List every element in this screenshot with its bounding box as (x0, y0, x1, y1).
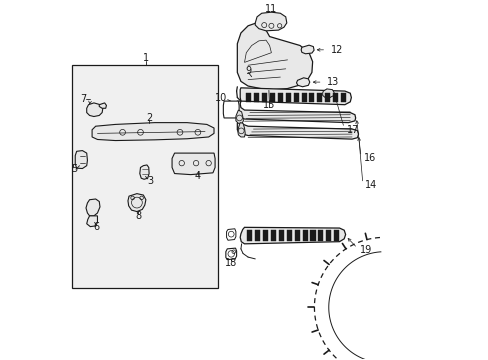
Text: 4: 4 (194, 171, 201, 181)
Text: 6: 6 (93, 222, 99, 232)
Bar (286, 230, 291, 241)
Bar (277, 93, 282, 102)
Bar (293, 93, 298, 102)
Text: 5: 5 (72, 164, 78, 174)
Text: 15: 15 (263, 100, 275, 111)
Polygon shape (140, 165, 149, 179)
Bar (325, 230, 330, 241)
Text: 1: 1 (142, 53, 149, 63)
Bar (263, 230, 267, 241)
Bar (325, 93, 329, 102)
Polygon shape (172, 153, 215, 175)
Polygon shape (255, 12, 286, 31)
Text: 10: 10 (215, 93, 227, 103)
Text: 18: 18 (224, 258, 237, 268)
Bar (294, 230, 299, 241)
Bar (333, 230, 339, 241)
Bar (317, 93, 322, 102)
Polygon shape (322, 89, 333, 98)
Polygon shape (86, 216, 97, 226)
Polygon shape (237, 118, 358, 139)
Bar (332, 93, 337, 102)
Text: 19: 19 (359, 244, 371, 255)
Bar (262, 93, 266, 102)
Bar (310, 230, 315, 241)
Bar (269, 93, 274, 102)
Polygon shape (92, 123, 214, 140)
Bar (278, 230, 284, 241)
Bar (285, 93, 290, 102)
Bar (254, 93, 259, 102)
Polygon shape (301, 45, 313, 54)
Polygon shape (223, 101, 239, 118)
Polygon shape (235, 101, 355, 123)
Polygon shape (128, 194, 145, 212)
Polygon shape (237, 123, 244, 137)
Text: 11: 11 (264, 4, 276, 14)
Polygon shape (226, 229, 235, 240)
Text: 14: 14 (365, 180, 377, 190)
Polygon shape (225, 248, 236, 260)
Polygon shape (86, 199, 100, 216)
Polygon shape (235, 110, 243, 123)
Text: 16: 16 (363, 153, 375, 163)
Polygon shape (99, 103, 106, 108)
Bar (301, 93, 306, 102)
Polygon shape (86, 103, 102, 117)
Text: 17: 17 (346, 125, 358, 135)
Bar (246, 93, 251, 102)
Bar (340, 93, 346, 102)
Text: 9: 9 (244, 66, 251, 76)
Polygon shape (240, 227, 345, 244)
Bar (302, 230, 307, 241)
Text: 12: 12 (330, 45, 342, 55)
Bar (255, 230, 260, 241)
Polygon shape (296, 78, 309, 87)
Polygon shape (240, 88, 351, 105)
Text: 7: 7 (80, 94, 86, 104)
Polygon shape (237, 23, 312, 90)
Text: 2: 2 (146, 113, 152, 123)
Text: 8: 8 (135, 211, 141, 221)
Text: 13: 13 (326, 77, 339, 87)
Bar (72, 65, 217, 288)
Bar (309, 93, 314, 102)
Bar (270, 230, 276, 241)
Polygon shape (75, 150, 87, 168)
Bar (247, 230, 252, 241)
Text: 3: 3 (147, 176, 153, 186)
Bar (318, 230, 323, 241)
